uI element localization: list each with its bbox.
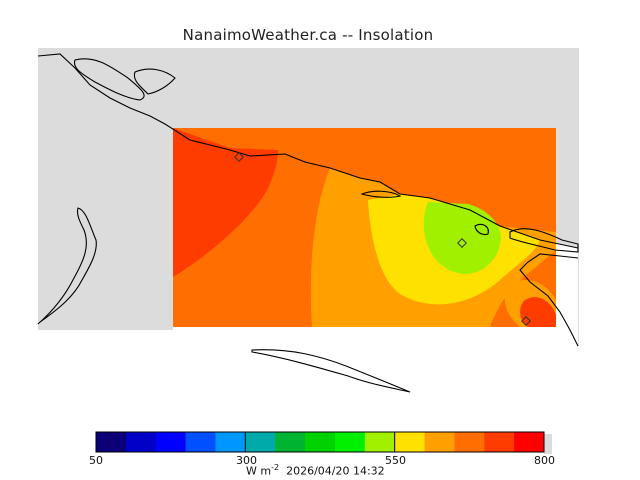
colorbar-swatch bbox=[484, 432, 515, 452]
island-ne bbox=[133, 68, 176, 95]
units-exponent: -2 bbox=[271, 463, 280, 472]
colorbar-swatch bbox=[245, 432, 276, 452]
contour-500-region bbox=[423, 202, 501, 274]
colorbar-label-300: 300 bbox=[236, 454, 257, 467]
island-sunshine-spit bbox=[360, 190, 402, 198]
timestamp: 2026/04/20 14:32 bbox=[286, 464, 385, 478]
colorbar-swatch bbox=[364, 432, 396, 452]
colorbar-swatch bbox=[454, 432, 485, 452]
station-west-marker bbox=[234, 152, 244, 162]
page-title: NanaimoWeather.ca -- Insolation bbox=[182, 26, 434, 44]
colorbar bbox=[95, 431, 552, 454]
units-and-timestamp: W m-2 2026/04/20 14:32 bbox=[246, 463, 385, 478]
island-nanaimo bbox=[474, 223, 489, 236]
colorbar-swatch bbox=[155, 432, 187, 452]
station-nanaimo-marker bbox=[457, 238, 467, 248]
colorbar-shadow bbox=[544, 434, 552, 454]
colorbar-swatch bbox=[96, 432, 127, 452]
colorbar-label-min: 50 bbox=[89, 454, 103, 467]
colorbar-swatch bbox=[185, 432, 216, 452]
colorbar-swatch bbox=[125, 432, 157, 452]
colorbar-swatch bbox=[275, 432, 306, 452]
island-left-long bbox=[37, 207, 97, 325]
colorbar-swatch bbox=[305, 432, 336, 452]
colorbar-swatch bbox=[424, 432, 455, 452]
contour-700-region bbox=[173, 128, 278, 277]
island-right bbox=[509, 228, 579, 253]
island-south-long bbox=[251, 349, 411, 393]
coastline-main bbox=[37, 53, 579, 249]
station-south-marker bbox=[521, 316, 531, 326]
colorbar-swatch bbox=[394, 432, 426, 452]
colorbar-swatch bbox=[215, 432, 246, 452]
station-markers bbox=[234, 152, 531, 326]
contour-fill bbox=[173, 128, 556, 327]
island-north bbox=[73, 58, 145, 101]
units-label: W m bbox=[246, 464, 272, 478]
colorbar-label-550: 550 bbox=[385, 454, 406, 467]
colorbar-label-max: 800 bbox=[534, 454, 555, 467]
colorbar-swatch bbox=[334, 432, 366, 452]
coastline-east bbox=[519, 253, 579, 347]
colorbar-swatch bbox=[514, 432, 545, 452]
coastlines bbox=[37, 53, 579, 393]
